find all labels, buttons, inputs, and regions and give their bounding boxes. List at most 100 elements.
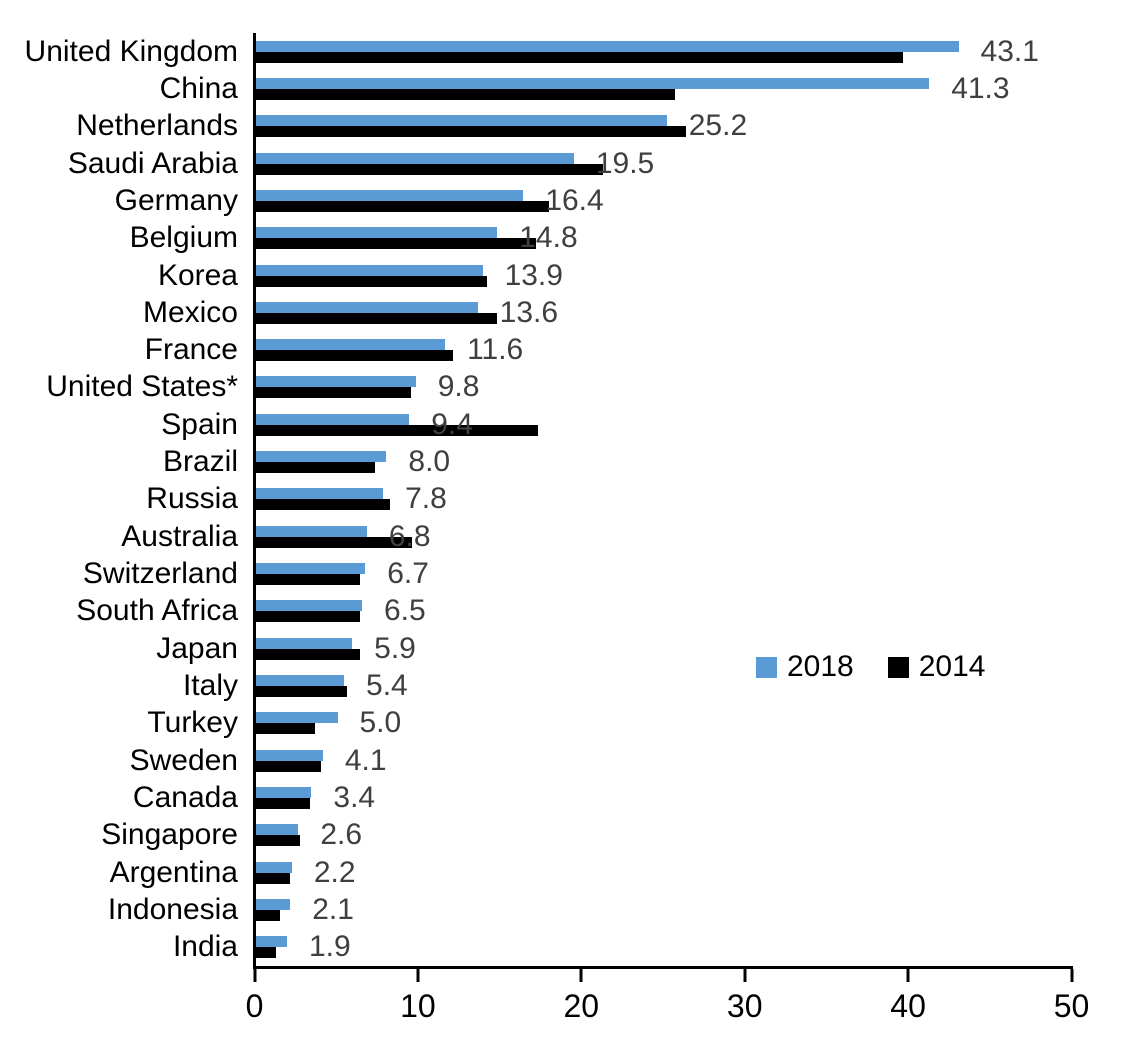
bar-2018-sweden	[256, 749, 323, 761]
value-label-turkey: 5.0	[359, 706, 402, 740]
value-label-japan: 5.9	[374, 631, 416, 665]
category-label-belgium: Belgium	[129, 221, 238, 255]
bar-group-turkey	[256, 712, 1071, 735]
bar-group-china	[256, 77, 1071, 100]
bar-track-brazil: 8.0	[256, 443, 1071, 480]
bar-group-italy	[256, 674, 1071, 697]
category-row-germany: Germany 16.4	[0, 182, 1071, 219]
bar-group-belgium	[256, 227, 1071, 250]
category-row-japan: Japan 5.9	[0, 630, 1071, 667]
category-row-russia: Russia 7.8	[0, 481, 1071, 518]
category-label-china: China	[159, 71, 238, 105]
category-label-argentina: Argentina	[109, 855, 238, 889]
bar-2014-germany	[256, 200, 550, 212]
bar-track-indonesia: 2.1	[256, 891, 1071, 928]
legend-swatch-2014	[887, 656, 909, 678]
bar-2018-netherlands	[256, 115, 667, 127]
value-label-united-states: 9.8	[437, 370, 480, 404]
x-tick-40	[906, 969, 910, 982]
bar-2014-turkey	[256, 723, 315, 735]
category-label-united-states: United States*	[46, 370, 238, 404]
bar-group-indonesia	[256, 898, 1071, 921]
bar-2014-south-africa	[256, 611, 361, 623]
bar-track-belgium: 14.8	[256, 220, 1071, 257]
value-label-italy: 5.4	[366, 668, 408, 702]
category-label-italy: Italy	[182, 668, 238, 702]
category-row-united-kingdom: United Kingdom 43.1	[0, 33, 1071, 70]
value-label-australia: 6.8	[388, 519, 431, 553]
x-tick-label-0: 0	[245, 988, 264, 1024]
category-row-south-africa: South Africa 6.5	[0, 593, 1071, 630]
bar-2018-india	[256, 936, 287, 948]
bar-track-turkey: 5.0	[256, 705, 1071, 742]
bar-2018-belgium	[256, 227, 498, 239]
bar-2018-italy	[256, 674, 345, 686]
bar-track-united-states: 9.8	[256, 369, 1071, 406]
category-row-mexico: Mexico 13.6	[0, 294, 1071, 331]
value-label-united-kingdom: 43.1	[980, 34, 1039, 68]
bar-2014-argentina	[256, 872, 291, 884]
category-label-united-kingdom: United Kingdom	[24, 34, 238, 68]
category-row-belgium: Belgium 14.8	[0, 220, 1071, 257]
bar-group-india	[256, 936, 1071, 959]
bar-track-china: 41.3	[256, 70, 1071, 107]
category-label-japan: Japan	[156, 631, 238, 665]
bar-track-russia: 7.8	[256, 481, 1071, 518]
bar-group-argentina	[256, 861, 1071, 884]
bar-track-sweden: 4.1	[256, 742, 1071, 779]
bar-2014-india	[256, 947, 276, 959]
bar-track-singapore: 2.6	[256, 817, 1071, 854]
category-row-netherlands: Netherlands 25.2	[0, 108, 1071, 145]
category-label-sweden: Sweden	[129, 743, 238, 777]
value-label-russia: 7.8	[405, 482, 447, 516]
bar-2014-korea	[256, 275, 488, 287]
bar-2018-brazil	[256, 451, 387, 463]
bar-track-india: 1.9	[256, 929, 1071, 966]
x-tick-10	[416, 969, 420, 982]
category-label-russia: Russia	[146, 482, 238, 516]
category-row-italy: Italy 5.4	[0, 667, 1071, 704]
bar-2014-italy	[256, 685, 348, 697]
value-label-canada: 3.4	[333, 780, 376, 814]
category-label-south-africa: South Africa	[76, 594, 238, 628]
value-label-argentina: 2.2	[313, 855, 356, 889]
bar-2018-united-kingdom	[256, 40, 959, 52]
bar-group-korea	[256, 264, 1071, 287]
bar-track-switzerland: 6.7	[256, 555, 1071, 592]
bar-track-korea: 13.9	[256, 257, 1071, 294]
legend-label-2014: 2014	[918, 650, 986, 683]
bar-2014-indonesia	[256, 909, 281, 921]
bar-track-france: 11.6	[256, 332, 1071, 369]
value-label-singapore: 2.6	[320, 818, 363, 852]
bar-track-saudi-arabia: 19.5	[256, 145, 1071, 182]
bar-2018-switzerland	[256, 563, 366, 575]
bar-2014-japan	[256, 648, 361, 660]
bar-group-mexico	[256, 301, 1071, 324]
bar-track-australia: 6.8	[256, 518, 1071, 555]
bar-group-saudi-arabia	[256, 152, 1071, 175]
bar-2014-united-kingdom	[256, 51, 904, 63]
bar-2018-germany	[256, 189, 524, 201]
bar-2014-spain	[256, 424, 538, 436]
category-label-germany: Germany	[114, 183, 238, 217]
value-label-belgium: 14.8	[519, 221, 578, 255]
bar-2014-sweden	[256, 760, 322, 772]
bar-2018-canada	[256, 786, 312, 798]
category-row-france: France 11.6	[0, 332, 1071, 369]
bar-2014-netherlands	[256, 126, 687, 138]
category-label-mexico: Mexico	[142, 295, 238, 329]
category-label-saudi-arabia: Saudi Arabia	[67, 146, 238, 180]
bar-2018-spain	[256, 413, 410, 425]
x-tick-label-20: 20	[563, 988, 600, 1024]
category-row-singapore: Singapore 2.6	[0, 817, 1071, 854]
category-row-indonesia: Indonesia 2.1	[0, 891, 1071, 928]
category-label-singapore: Singapore	[101, 818, 238, 852]
x-tick-label-40: 40	[890, 988, 926, 1024]
bar-group-united-kingdom	[256, 40, 1071, 63]
bar-2018-united-states	[256, 376, 416, 388]
bar-track-canada: 3.4	[256, 779, 1071, 816]
legend-item-2014: 2014	[887, 650, 986, 683]
x-tick-label-30: 30	[726, 988, 763, 1024]
value-label-indonesia: 2.1	[312, 892, 354, 926]
value-label-india: 1.9	[308, 930, 351, 964]
